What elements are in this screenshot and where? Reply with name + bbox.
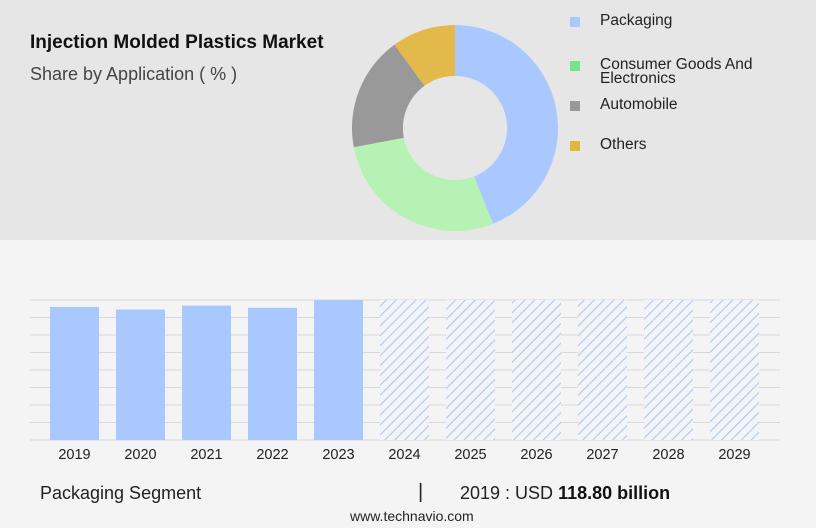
bar-2021 [182, 305, 231, 440]
donut-hole [403, 76, 507, 180]
x-tick-label: 2023 [322, 447, 354, 463]
x-tick-label: 2022 [256, 447, 288, 463]
donut-slice-consumer-goods [353, 137, 493, 232]
footer-website: www.technavio.com [350, 508, 474, 524]
chart-title: Injection Molded Plastics Market [30, 32, 324, 53]
bar-forecast-2029 [710, 300, 759, 440]
legend-label-others: Others [600, 136, 647, 153]
x-tick-label: 2027 [586, 447, 618, 463]
footer-value-prefix: 2019 : USD [460, 483, 554, 503]
bar-forecast-2026 [512, 300, 561, 440]
x-tick-label: 2026 [520, 447, 552, 463]
footer-segment-label: Packaging Segment [40, 483, 202, 503]
footer-value: 2019 : USD 118.80 billion [460, 483, 670, 504]
chart-subtitle: Share by Application ( % ) [30, 64, 238, 84]
bar-chart: 2019 2020 2021 2022 2023 2024 2025 2026 2027 2028… [30, 299, 780, 463]
legend-label-consumer-goods: Consumer Goods And Electronics [600, 56, 753, 87]
bar-2022 [248, 307, 297, 440]
legend-swatch-packaging [570, 17, 580, 27]
donut-slice-automobile [352, 44, 425, 148]
legend-label-packaging: Packaging [600, 12, 673, 29]
donut-slice-packaging [455, 25, 559, 224]
x-tick-label: 2024 [388, 447, 420, 463]
bar-forecast-2024 [380, 300, 429, 440]
bar-2023 [314, 300, 363, 440]
x-tick-label: 2028 [652, 447, 684, 463]
x-tick-label: 2019 [58, 447, 90, 463]
bar-forecast-2028 [644, 300, 693, 440]
bar-forecast-2027 [578, 300, 627, 440]
donut-chart [352, 25, 559, 232]
x-tick-label: 2021 [190, 447, 222, 463]
x-tick-label: 2025 [454, 447, 486, 463]
legend-label-automobile: Automobile [600, 96, 678, 113]
x-tick-label: 2020 [124, 447, 156, 463]
legend-swatch-others [570, 141, 580, 151]
x-tick-label: 2029 [718, 447, 750, 463]
bar-forecast-2025 [446, 300, 495, 440]
bar-2020 [116, 309, 165, 440]
legend-swatch-automobile [570, 101, 580, 111]
footer-separator: | [418, 481, 424, 503]
footer-value-bold: 118.80 billion [558, 483, 671, 503]
legend-swatch-consumer-goods [570, 61, 580, 71]
bar-2019 [50, 306, 99, 440]
donut-slice-others [394, 25, 455, 86]
